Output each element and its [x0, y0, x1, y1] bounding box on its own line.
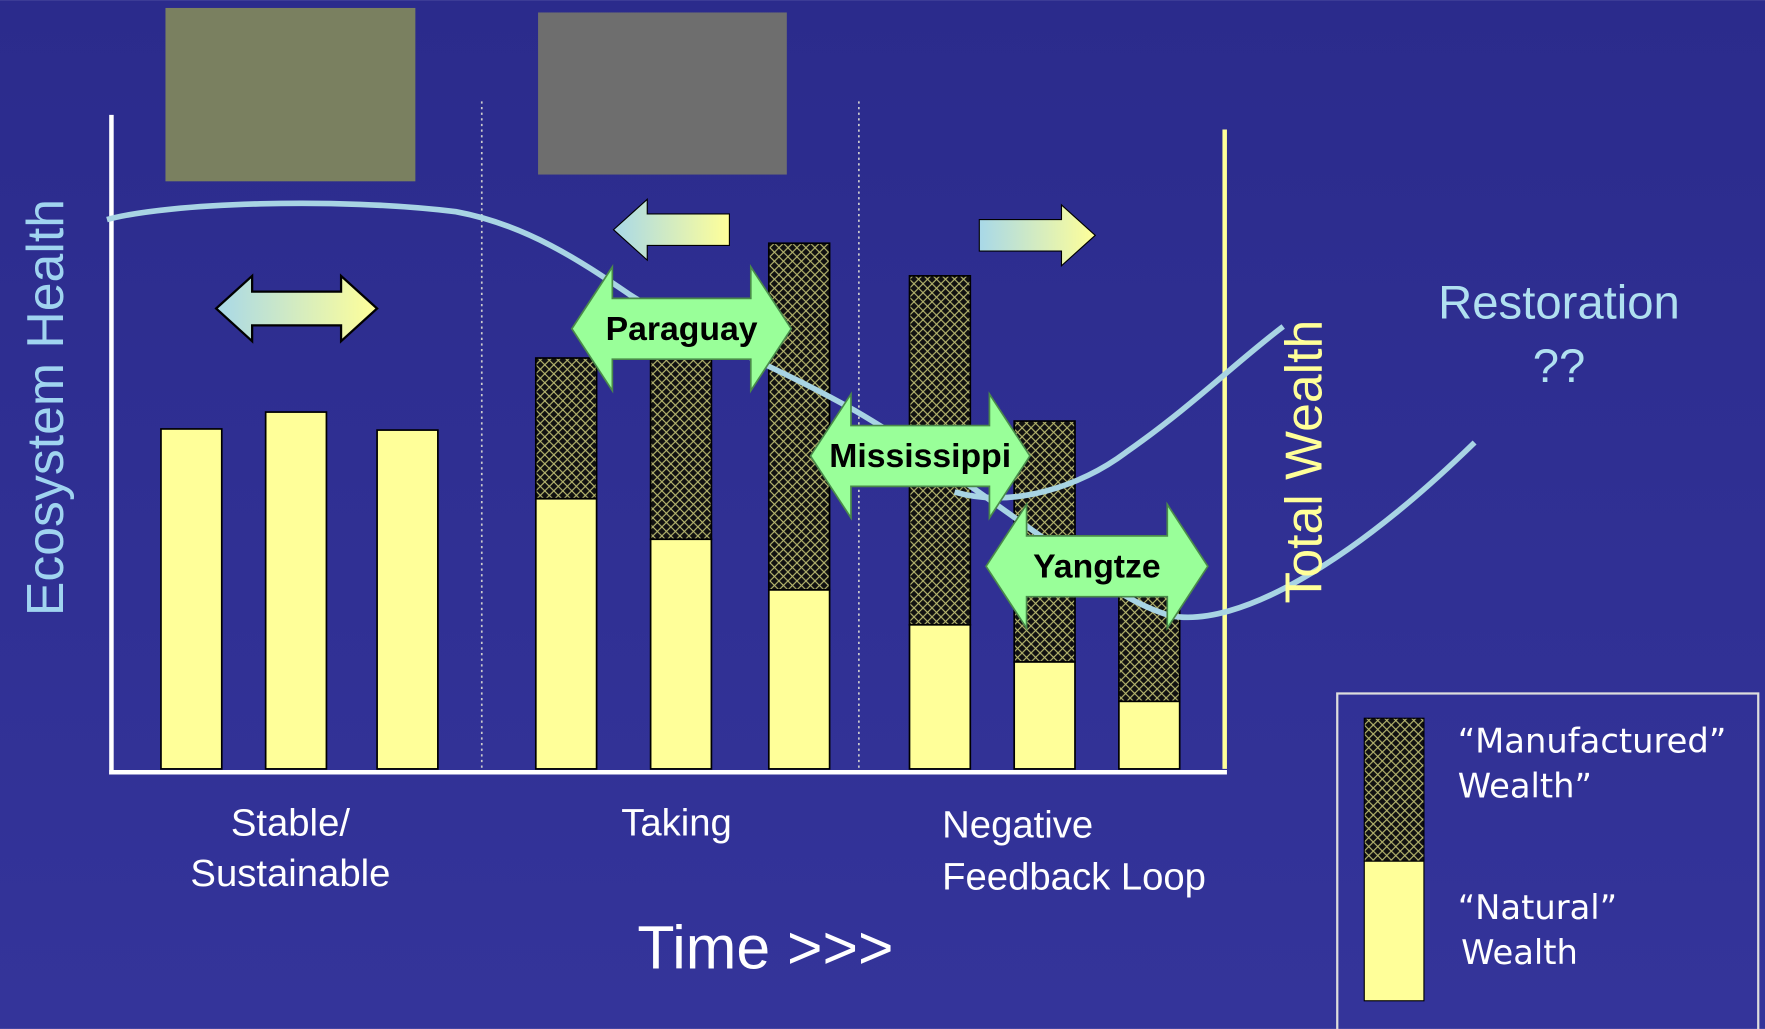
phase-label: Stable/ [231, 801, 351, 844]
legend-label: “Manufactured” [1458, 722, 1727, 761]
gradient-arrow [214, 273, 379, 344]
gradient-arrow [978, 203, 1097, 267]
legend-label: Wealth [1461, 933, 1578, 972]
restoration: ?? [1533, 340, 1586, 393]
river-label: Mississippi [829, 437, 1011, 475]
phase-label: Taking [621, 801, 732, 844]
natural-bar [376, 429, 439, 770]
legend-label: Wealth” [1458, 767, 1592, 806]
gradient-arrow [612, 198, 730, 262]
river-arrow [809, 391, 1031, 521]
natural-bar [1013, 661, 1076, 770]
river-arrow [570, 264, 793, 394]
manufactured-bar [649, 357, 713, 541]
y2-axis-label: Total Wealth [1275, 320, 1333, 604]
natural-bar [264, 411, 328, 770]
natural-bar [649, 538, 713, 770]
natural-bar [160, 428, 223, 770]
river-label: Paraguay [606, 310, 758, 348]
manufactured-bar [534, 357, 598, 500]
river-arrow [985, 501, 1209, 632]
photo-fishermen [538, 12, 787, 175]
y-axis-label: Ecosystem Health [16, 199, 74, 616]
legend: “Manufactured” Wealth” “Natural” Wealth [1336, 692, 1760, 1029]
axes [109, 114, 1227, 775]
legend-label: “Natural” [1458, 888, 1617, 927]
bars [160, 242, 1181, 770]
photo-native [165, 7, 416, 182]
x-axis-label: Time >>> [637, 913, 893, 981]
legend-swatch [1363, 717, 1425, 862]
natural-bar [767, 589, 831, 770]
legend-swatch [1363, 860, 1425, 1002]
manufactured-bar [767, 242, 831, 591]
river-label: Yangtze [1033, 547, 1161, 585]
phase-label: Negative [942, 804, 1093, 847]
restoration: Restoration [1438, 277, 1680, 330]
natural-bar [534, 497, 598, 770]
arrows: Paraguay Mississippi Yangtze [214, 198, 1209, 632]
natural-bar [908, 623, 972, 770]
legend-box [1336, 692, 1760, 1029]
phase-label: Sustainable [190, 852, 390, 895]
natural-bar [1118, 700, 1181, 770]
phase-label: Feedback Loop [942, 855, 1206, 898]
curves [106, 200, 1477, 621]
